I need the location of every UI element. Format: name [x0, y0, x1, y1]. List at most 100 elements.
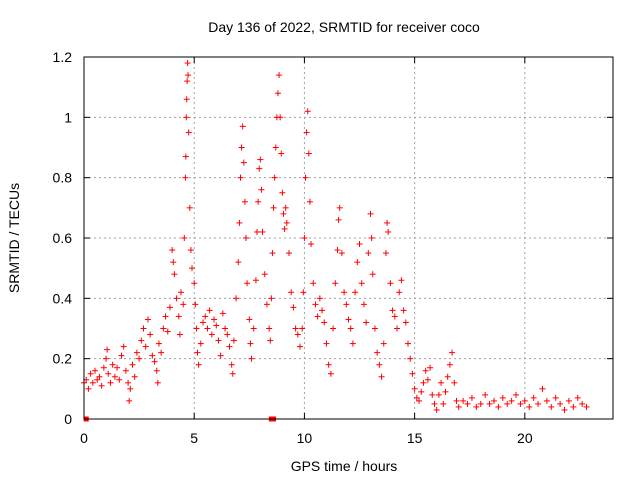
data-point — [453, 397, 460, 404]
data-point — [282, 204, 289, 211]
data-point — [127, 385, 134, 392]
data-point — [301, 235, 308, 241]
data-point — [418, 388, 425, 395]
data-point — [354, 259, 361, 266]
data-point — [374, 349, 381, 356]
data-point — [185, 129, 192, 136]
data-point — [170, 259, 177, 266]
data-point — [427, 364, 434, 371]
data-point — [171, 271, 178, 278]
data-point — [107, 379, 114, 386]
data-point — [276, 72, 283, 79]
data-point — [193, 325, 200, 332]
data-point — [378, 373, 385, 380]
data-point — [98, 382, 105, 389]
data-point — [105, 370, 112, 377]
y-tick-label: 1.2 — [53, 49, 73, 65]
data-point — [292, 325, 299, 332]
data-point — [305, 150, 312, 157]
data-point — [319, 307, 326, 314]
data-point — [495, 403, 502, 410]
data-point — [323, 340, 330, 347]
data-point — [268, 295, 275, 302]
data-point — [149, 352, 156, 359]
data-point — [294, 331, 301, 338]
data-point — [420, 379, 427, 386]
data-point — [254, 228, 261, 235]
data-point — [557, 400, 564, 407]
data-point — [215, 337, 222, 344]
data-point — [396, 289, 403, 296]
data-point — [347, 325, 354, 332]
data-point — [345, 316, 352, 323]
data-point — [140, 325, 147, 332]
data-point — [233, 295, 240, 302]
data-point — [402, 319, 409, 326]
data-point — [281, 225, 288, 232]
data-point — [164, 328, 171, 335]
data-point — [444, 373, 451, 380]
data-point — [574, 394, 581, 401]
data-point — [230, 337, 237, 344]
data-point — [371, 325, 378, 332]
data-point — [100, 364, 107, 371]
data-point — [486, 400, 493, 407]
data-point — [237, 174, 244, 181]
data-point — [186, 204, 193, 211]
data-point — [277, 114, 284, 121]
data-point — [236, 219, 243, 226]
data-point — [136, 355, 143, 362]
data-point — [358, 280, 365, 287]
data-point — [259, 228, 266, 235]
data-point — [240, 159, 247, 166]
chart-title: Day 136 of 2022, SRMTID for receiver coc… — [208, 19, 480, 35]
data-point — [122, 367, 129, 374]
data-point — [206, 307, 213, 314]
y-tick-label: 0.6 — [53, 230, 73, 246]
data-point — [176, 331, 183, 338]
y-tick-label: 1 — [64, 109, 72, 125]
data-point — [250, 325, 257, 332]
data-point — [440, 400, 447, 407]
data-point — [184, 60, 191, 67]
data-point — [92, 367, 99, 374]
data-point — [241, 198, 248, 205]
data-point — [222, 325, 229, 332]
data-point — [416, 397, 423, 404]
data-point — [109, 361, 116, 368]
data-point — [310, 280, 317, 287]
data-point — [583, 403, 590, 410]
data-point — [422, 367, 429, 374]
data-point — [473, 403, 480, 410]
y-tick-label: 0.8 — [53, 170, 73, 186]
data-point — [539, 385, 546, 392]
data-point — [217, 352, 224, 359]
data-point — [243, 235, 250, 241]
data-point — [451, 379, 458, 386]
data-point — [336, 204, 343, 211]
y-axis-label: SRMTID / TECUs — [6, 183, 22, 293]
data-point — [460, 397, 467, 404]
data-point — [330, 325, 337, 332]
data-point — [431, 400, 438, 407]
data-point — [180, 301, 187, 308]
data-point — [504, 400, 511, 407]
data-point — [334, 247, 341, 254]
data-point — [118, 352, 125, 359]
data-point — [246, 316, 253, 323]
data-point — [197, 340, 204, 347]
data-point — [267, 337, 274, 344]
x-tick-label: 15 — [407, 430, 423, 446]
y-tick-label: 0.2 — [53, 351, 73, 367]
data-point — [477, 400, 484, 407]
data-point — [244, 280, 251, 287]
data-point — [94, 376, 101, 383]
data-point — [131, 373, 138, 380]
data-point — [327, 370, 334, 377]
data-point — [142, 343, 149, 350]
data-point — [280, 210, 287, 217]
data-point — [433, 406, 440, 413]
data-point — [302, 174, 309, 181]
